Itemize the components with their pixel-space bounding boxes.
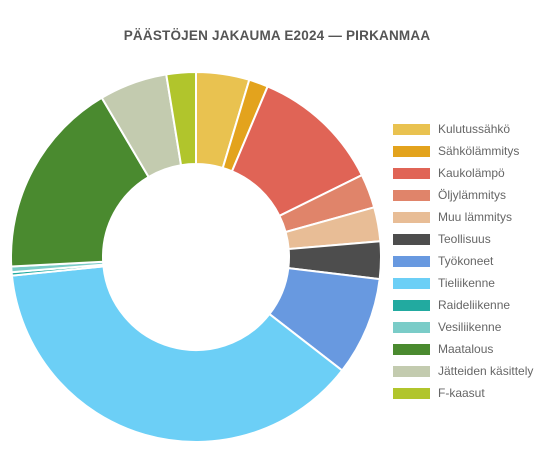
legend-item-4[interactable]: Muu lämmitys [393,206,533,228]
legend-swatch [393,277,430,289]
legend-item-12[interactable]: F-kaasut [393,382,533,404]
legend-item-8[interactable]: Raideliikenne [393,294,533,316]
legend-item-7[interactable]: Tieliikenne [393,272,533,294]
legend-label: Öljylämmitys [438,188,506,202]
legend-label: Jätteiden käsittely [438,364,534,378]
legend-swatch [393,145,430,157]
legend-swatch [393,167,430,179]
legend-label: Maatalous [438,342,494,356]
legend-label: Muu lämmitys [438,210,513,224]
legend-item-0[interactable]: Kulutussähkö [393,118,533,140]
slice-12[interactable] [165,70,197,167]
legend-item-9[interactable]: Vesiliikenne [393,316,533,338]
legend-label: Kulutussähkö [438,122,511,136]
legend-label: Raideliikenne [438,298,511,312]
legend-label: Tieliikenne [438,276,495,290]
legend-swatch [393,123,430,135]
legend-swatch [393,233,430,245]
chart-legend: Kulutussähkö Sähkölämmitys Kaukolämpö Öljyl… [393,118,533,404]
legend-swatch [393,343,430,355]
legend-swatch [393,211,430,223]
legend-swatch [393,321,430,333]
legend-item-3[interactable]: Öljylämmitys [393,184,533,206]
legend-label: Teollisuus [438,232,491,246]
legend-swatch [393,365,430,377]
slice-10[interactable] [10,96,150,268]
legend-item-11[interactable]: Jätteiden käsittely [393,360,533,382]
legend-swatch [393,189,430,201]
legend-swatch [393,387,430,399]
legend-item-2[interactable]: Kaukolämpö [393,162,533,184]
legend-item-6[interactable]: Työkoneet [393,250,533,272]
legend-swatch [393,299,430,311]
legend-label: Työkoneet [438,254,494,268]
chart-title: PÄÄSTÖJEN JAKAUMA E2024 — PIRKANMAA [123,28,431,43]
legend-item-10[interactable]: Maatalous [393,338,533,360]
legend-label: Sähkölämmitys [438,144,520,158]
legend-item-5[interactable]: Teollisuus [393,228,533,250]
legend-swatch [393,255,430,267]
legend-item-1[interactable]: Sähkölämmitys [393,140,533,162]
legend-label: Kaukolämpö [438,166,505,180]
legend-label: F-kaasut [438,386,485,400]
slice-7[interactable] [10,265,344,443]
legend-label: Vesiliikenne [438,320,502,334]
